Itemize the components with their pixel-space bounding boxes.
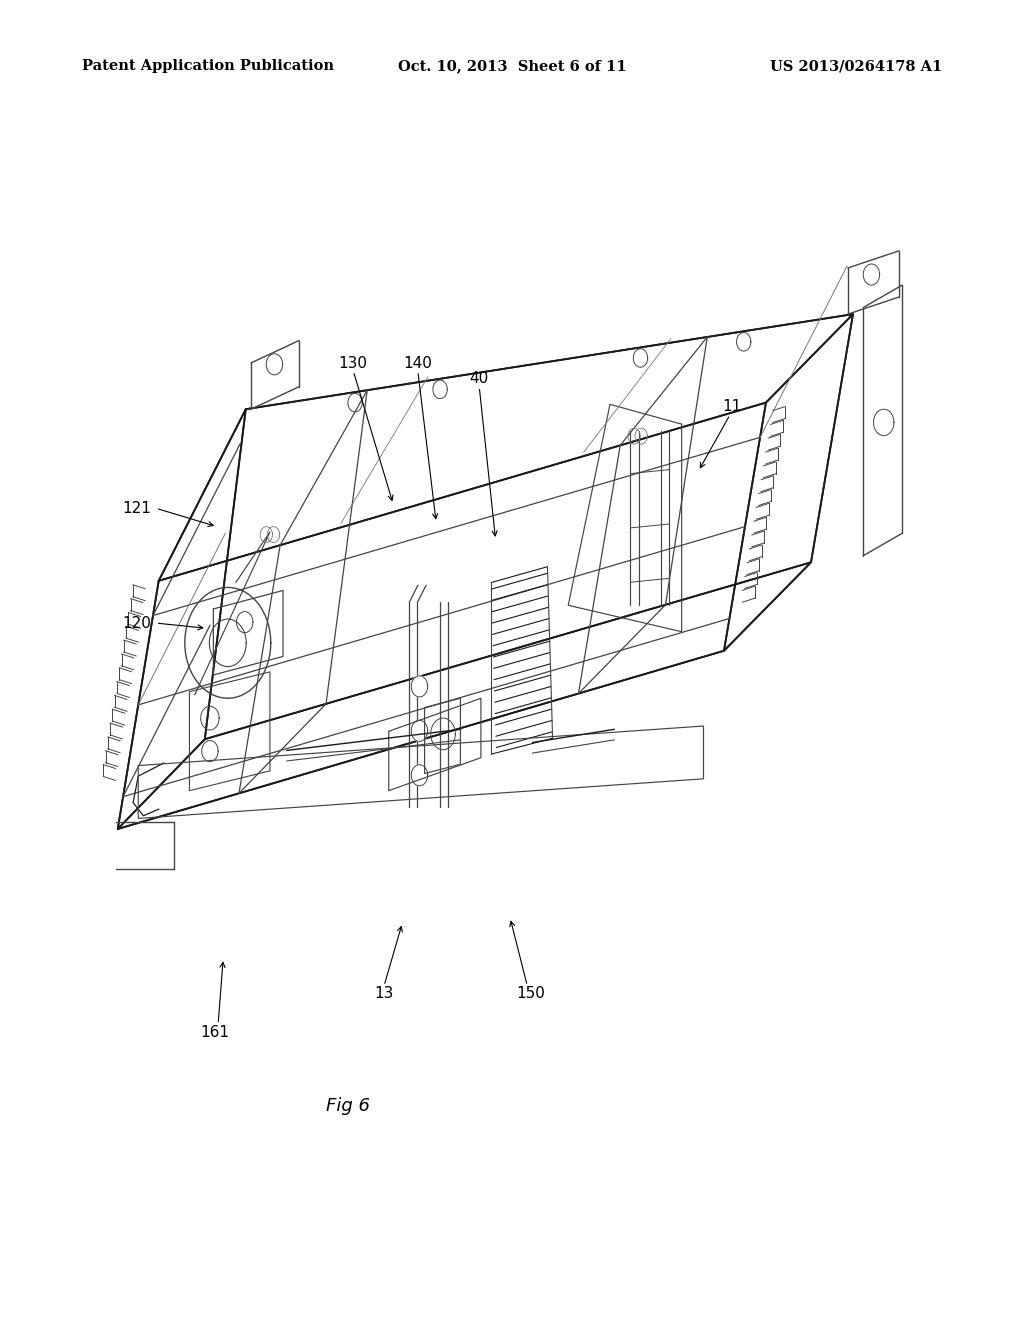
Text: 121: 121 xyxy=(123,500,152,516)
Text: 161: 161 xyxy=(201,1024,229,1040)
Text: Patent Application Publication: Patent Application Publication xyxy=(82,59,334,74)
Polygon shape xyxy=(412,764,428,785)
Polygon shape xyxy=(412,676,428,697)
Text: 120: 120 xyxy=(123,615,152,631)
Text: 140: 140 xyxy=(403,355,432,371)
Text: Oct. 10, 2013  Sheet 6 of 11: Oct. 10, 2013 Sheet 6 of 11 xyxy=(397,59,627,74)
Text: 40: 40 xyxy=(470,371,488,387)
Text: 130: 130 xyxy=(339,355,368,371)
Text: US 2013/0264178 A1: US 2013/0264178 A1 xyxy=(770,59,942,74)
Text: 13: 13 xyxy=(375,986,393,1002)
Text: 11: 11 xyxy=(723,399,741,414)
Polygon shape xyxy=(412,721,428,742)
Text: Fig 6: Fig 6 xyxy=(327,1097,370,1115)
Text: 150: 150 xyxy=(516,986,545,1002)
